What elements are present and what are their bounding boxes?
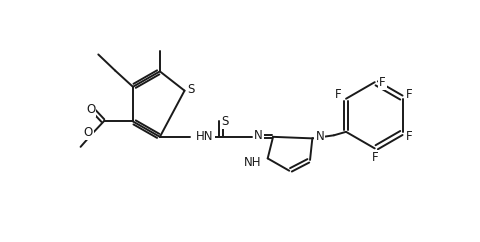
Text: F: F xyxy=(406,130,412,143)
Text: F: F xyxy=(371,151,377,164)
Text: HN: HN xyxy=(196,129,213,143)
Text: F: F xyxy=(335,88,341,101)
Text: N: N xyxy=(315,130,324,143)
Text: O: O xyxy=(86,103,95,116)
Text: F: F xyxy=(378,76,385,89)
Text: S: S xyxy=(220,115,228,128)
Text: O: O xyxy=(84,126,93,139)
Text: F: F xyxy=(406,88,412,101)
Text: N: N xyxy=(253,129,262,142)
Text: NH: NH xyxy=(243,156,261,169)
Text: S: S xyxy=(187,83,194,96)
